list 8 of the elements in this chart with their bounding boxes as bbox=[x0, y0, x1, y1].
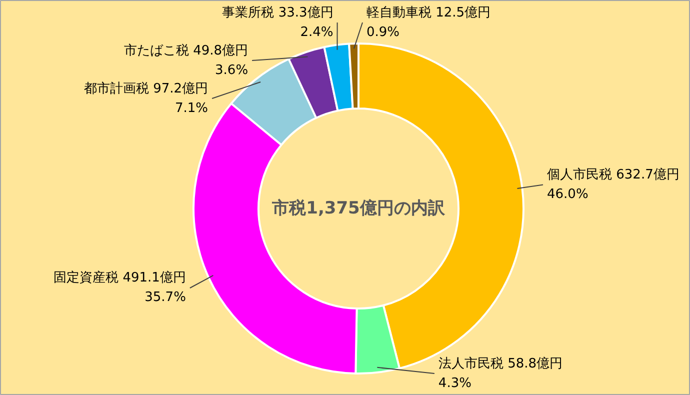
slice-label: 固定資産税 491.1億円 35.7% bbox=[54, 270, 186, 306]
slice-label: 個人市民税 632.7億円 46.0% bbox=[547, 167, 680, 202]
slice-label: 事業所税 33.3億円 2.4% bbox=[222, 5, 334, 40]
slice-label: 軽自動車税 12.5億円 0.9% bbox=[366, 5, 491, 40]
slice-label: 法人市民税 58.8億円 4.3% bbox=[438, 356, 563, 391]
slice-label: 都市計画税 97.2億円 7.1% bbox=[84, 81, 208, 116]
slice-label: 市たばこ税 49.8億円 3.6% bbox=[124, 43, 248, 78]
text: 市税1,375億円の内訳 bbox=[271, 198, 446, 218]
